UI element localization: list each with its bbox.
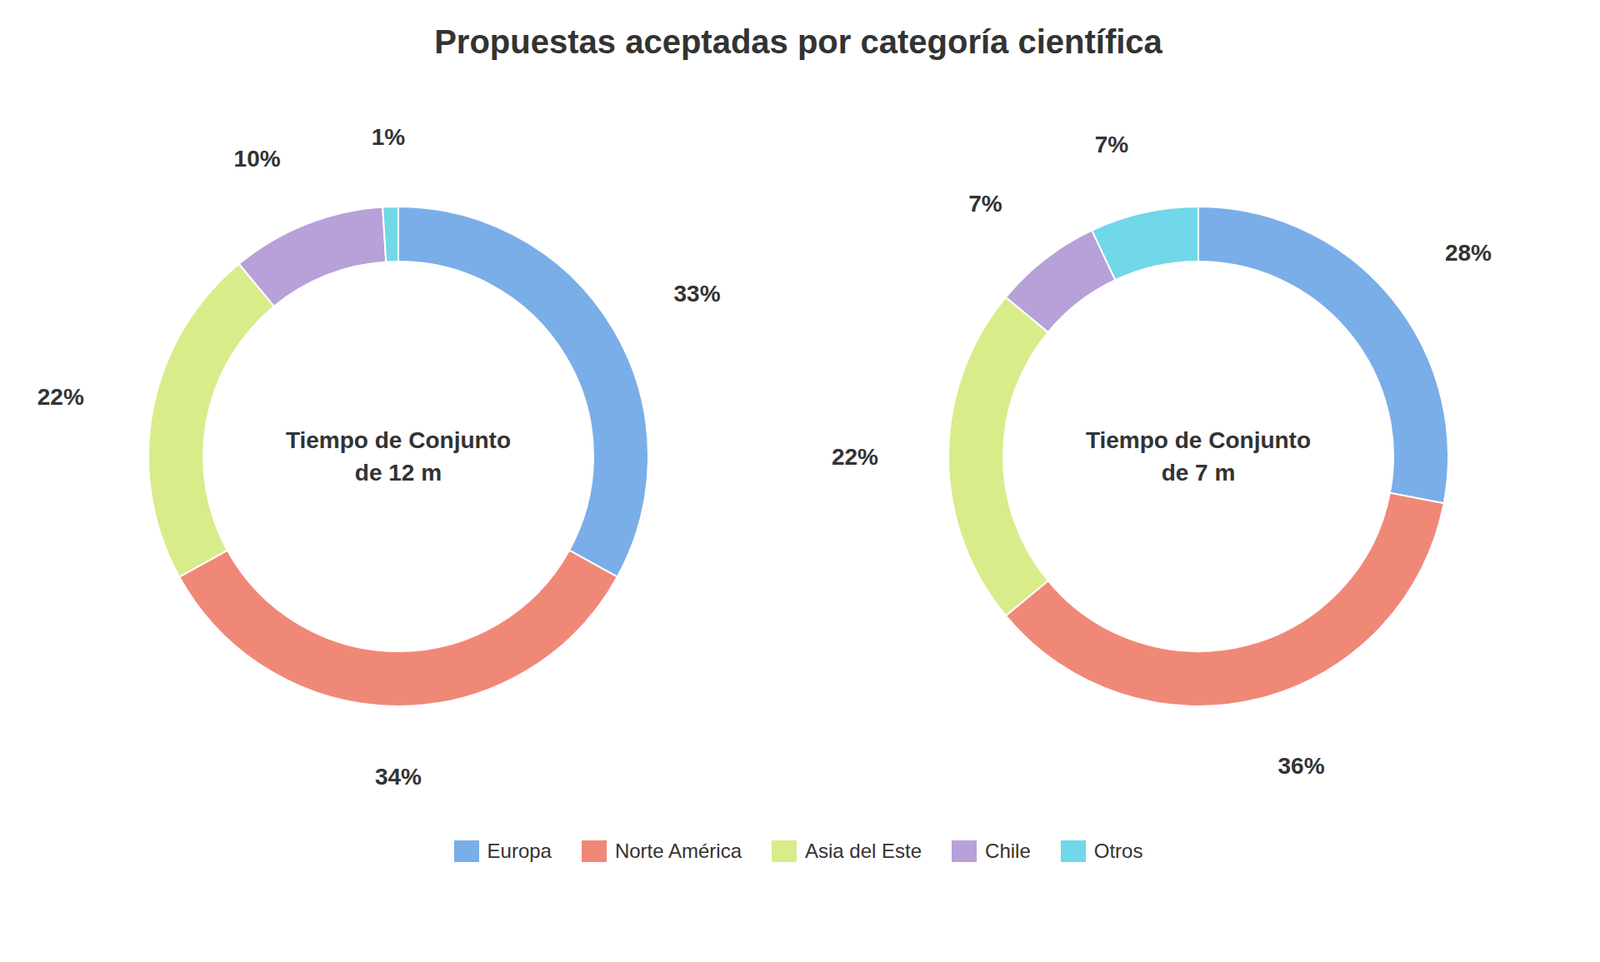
svg-text:33%: 33%: [674, 280, 721, 307]
svg-text:7%: 7%: [1095, 131, 1130, 158]
svg-text:36%: 36%: [1277, 753, 1325, 780]
svg-text:10%: 10%: [234, 145, 281, 172]
html-text:Norte América: Norte América: [614, 840, 742, 863]
svg-text:28%: 28%: [1445, 240, 1492, 266]
svg-text:22%: 22%: [831, 444, 879, 470]
svg-text:34%: 34%: [375, 764, 422, 790]
html-text:Propuestas aceptadas por categ: Propuestas aceptadas por categoría cient…: [434, 23, 1163, 60]
html-text:Asia del Este: Asia del Este: [805, 840, 922, 863]
html-text:Europa: Europa: [487, 840, 552, 863]
html-text:Chile: Chile: [985, 840, 1031, 863]
svg-text:1%: 1%: [371, 124, 406, 150]
html-text:Tiempo de Conjunto de 7 m: Tiempo de Conjunto de 7 m: [1085, 427, 1311, 486]
svg-text:22%: 22%: [37, 384, 85, 410]
html-text:Otros: Otros: [1094, 840, 1143, 863]
html-text:Tiempo de Conjunto de 12 m: Tiempo de Conjunto de 12 m: [285, 427, 511, 486]
svg-text:7%: 7%: [968, 190, 1003, 217]
